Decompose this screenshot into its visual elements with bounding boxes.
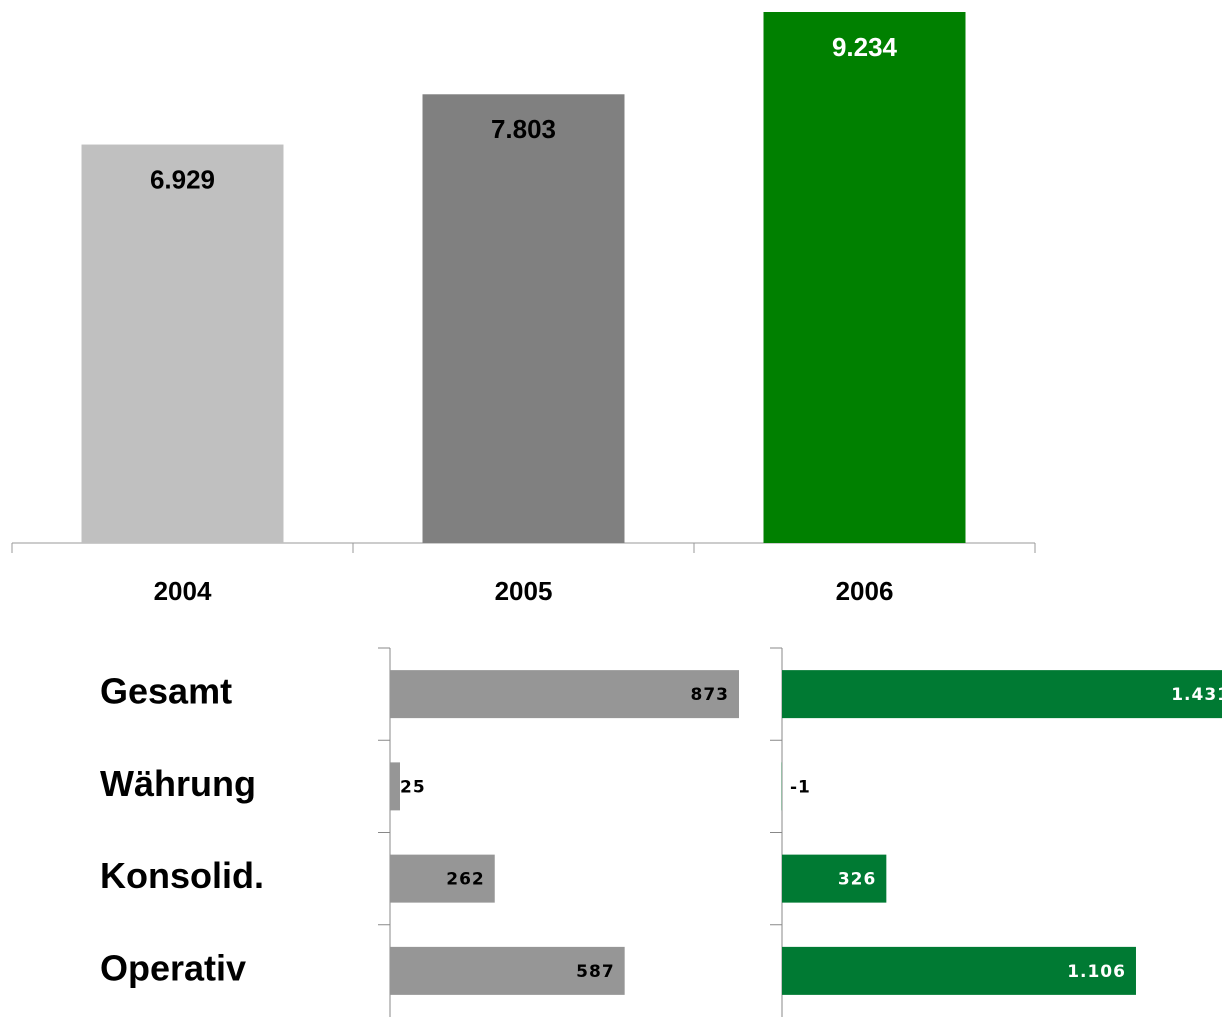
- row-label: Operativ: [100, 947, 246, 988]
- x-tick-label: 2004: [154, 576, 212, 606]
- row-label: Währung: [100, 763, 256, 804]
- bar: [390, 946, 625, 995]
- x-tick-label: 2005: [495, 576, 553, 606]
- value-label: 1.431: [1171, 685, 1222, 705]
- x-tick-label: 2006: [836, 576, 894, 606]
- bar: [390, 854, 495, 903]
- row-label: Konsolid.: [100, 855, 264, 896]
- bar: [390, 762, 400, 811]
- bar: [782, 946, 1136, 995]
- bar: [782, 854, 887, 903]
- value-label: 262: [446, 870, 485, 890]
- value-label: 6.929: [150, 164, 215, 194]
- value-label: 9.234: [832, 32, 898, 62]
- row-label: Gesamt: [100, 671, 232, 712]
- value-label: 326: [838, 870, 877, 890]
- value-label: 25: [400, 777, 426, 797]
- value-label: 1.106: [1067, 962, 1126, 982]
- value-label: 587: [576, 962, 615, 982]
- value-label: 873: [691, 685, 730, 705]
- value-label: -1: [790, 777, 811, 797]
- bar: [81, 144, 284, 543]
- bar: [763, 12, 966, 543]
- value-label: 7.803: [491, 114, 556, 144]
- bar: [782, 670, 1222, 719]
- bar: [422, 94, 625, 543]
- bar: [390, 670, 739, 719]
